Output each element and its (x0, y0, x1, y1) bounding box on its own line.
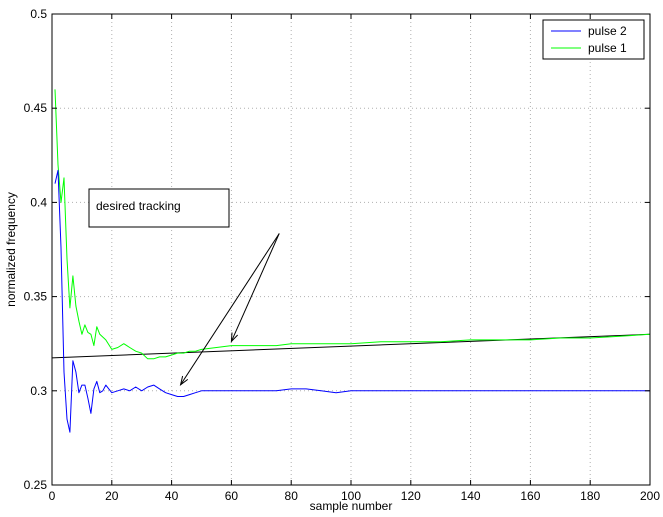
x-axis-label: sample number (310, 499, 393, 513)
annotation-arrows (179, 233, 280, 387)
annotation-text: desired tracking (96, 199, 181, 213)
x-tick-label: 40 (165, 489, 179, 503)
grid-lines (52, 14, 650, 485)
x-tick-label: 120 (401, 489, 421, 503)
x-tick-label: 0 (49, 489, 56, 503)
annotation-arrow (180, 233, 280, 386)
y-axis-tick-labels: 0.25 0.3 0.35 0.4 0.45 0.5 (24, 7, 48, 492)
annotation: desired tracking (88, 188, 280, 387)
series-line-pulse-1 (54, 89, 651, 360)
series-layer (54, 89, 651, 433)
annotation-arrow (230, 233, 280, 342)
legend-box (542, 19, 645, 60)
x-tick-label: 180 (580, 489, 600, 503)
y-tick-label: 0.4 (30, 195, 47, 209)
y-tick-label: 0.3 (30, 384, 47, 398)
legend-label-pulse-2: pulse 2 (588, 24, 627, 38)
x-tick-label: 20 (105, 489, 119, 503)
series-line-pulse-2 (54, 169, 650, 433)
x-tick-label: 200 (640, 489, 660, 503)
y-tick-label: 0.5 (30, 7, 47, 21)
x-tick-label: 160 (520, 489, 540, 503)
x-tick-label: 100 (341, 489, 361, 503)
y-tick-label: 0.25 (24, 478, 48, 492)
x-axis-tick-labels: 0 20 40 60 80 100 120 140 160 180 200 (49, 489, 661, 503)
x-tick-label: 80 (285, 489, 299, 503)
axis-ticks (51, 13, 651, 486)
x-tick-label: 60 (225, 489, 239, 503)
y-tick-label: 0.45 (24, 101, 48, 115)
x-tick-label: 140 (461, 489, 481, 503)
annotation-box (88, 188, 230, 228)
legend-label-pulse-1: pulse 1 (588, 41, 627, 55)
legend: pulse 2 pulse 1 (542, 19, 645, 60)
annotation-arrowhead (179, 375, 189, 387)
annotation-arrowhead (230, 332, 239, 343)
y-axis-label: normalized frequency (4, 192, 18, 307)
y-tick-label: 0.35 (24, 290, 48, 304)
